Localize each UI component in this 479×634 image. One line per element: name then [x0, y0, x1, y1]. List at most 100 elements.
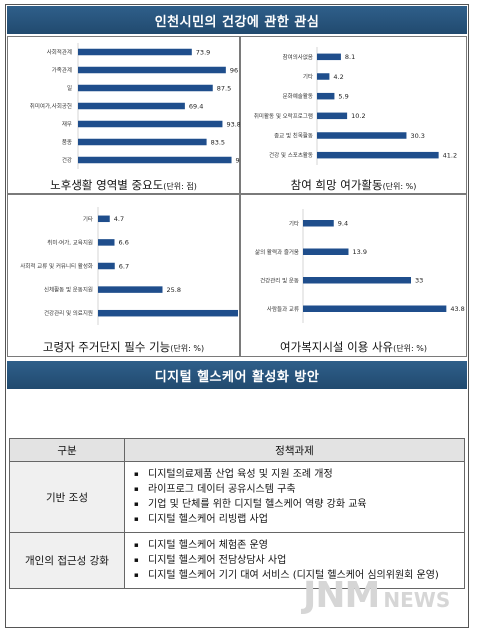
value-label: 41.2	[443, 151, 457, 159]
category-label: 기타	[83, 215, 93, 223]
chart-caption: 노후생활 영역별 중요도(단위: 점)	[8, 177, 239, 193]
bullet-icon: ▪	[134, 470, 139, 478]
chart-panel-retirement-importance: 사회적관계 73.9 가족관계 96 일 87.5 취미여가,사회공헌 69.4 재무 93.8 품…	[7, 36, 241, 194]
bar	[78, 102, 185, 110]
category-label: 문화예술활동	[283, 92, 313, 100]
category-label: 사회적 교류 및 커뮤니티 활성화	[20, 262, 93, 270]
bar	[98, 262, 115, 270]
policy-list: ▪ 디지털 헬스케어 체험존 운영 ▪ 디지털 헬스케어 전담상담사 사업 ▪ 디지털…	[126, 534, 463, 587]
list-item: ▪ 라이프로그 데이터 공유시스템 구축	[134, 482, 463, 497]
category-label: 취미여가,사회공헌	[30, 102, 72, 110]
chart-housing-functions: 기타 4.7 취미·여가, 교육지원 6.6 사회적 교류 및 커뮤니티 활성화 6.7 신…	[20, 207, 238, 325]
bar	[303, 277, 411, 284]
bullet-icon: ▪	[134, 541, 139, 549]
chart-panel-leisure-preference: 참여의사없음 8.1 기타 4.2 문화예술활동 5.9 취미활동 및 오락프로그램 10.2…	[240, 36, 467, 194]
value-label: 6.6	[119, 239, 129, 247]
chart-caption: 고령자 주거단지 필수 기능(단위: %)	[8, 339, 239, 355]
policy-list: ▪ 디지털의료제품 산업 육성 및 지원 조례 개정 ▪ 라이프로그 데이터 공유시…	[126, 463, 463, 531]
policy-table: 구분 정책과제 기반 조성 ▪ 디지털의료제품 산업 육성 및 지원 조례 개정 …	[9, 438, 465, 589]
category-label: 재무	[62, 120, 72, 128]
value-label: 10.2	[351, 112, 365, 120]
value-label: 83.5	[211, 138, 225, 146]
caption-unit: (단위: %)	[170, 344, 205, 353]
bar	[98, 215, 110, 223]
category-label: 품종	[62, 139, 72, 146]
item-text: 디지털 헬스케어 기기 대여 서비스 (디지털 헬스케어 심의위원회 운영)	[148, 570, 439, 581]
item-text: 라이프로그 데이터 공유시스템 구축	[148, 484, 296, 495]
category-label: 취미·여가, 교육지원	[47, 238, 93, 246]
value-label: 73.9	[196, 48, 210, 56]
list-item: ▪ 디지털 헬스케어 리빙랩 사업	[134, 512, 463, 527]
category-label: 기타	[289, 219, 299, 227]
row-category: 기반 조성	[9, 461, 125, 533]
chart-leisure-preference: 참여의사없음 8.1 기타 4.2 문화예술활동 5.9 취미활동 및 오락프로그램 10.2…	[254, 47, 457, 165]
bullet-icon: ▪	[134, 485, 139, 493]
chart-retirement-importance: 사회적관계 73.9 가족관계 96 일 87.5 취미여가,사회공헌 69.4 재무 93.8 품…	[30, 43, 241, 169]
value-label: 5.9	[338, 92, 348, 100]
category-label: 건강관리 및 운동	[260, 276, 299, 284]
table-row: 개인의 접근성 강화 ▪ 디지털 헬스케어 체험존 운영 ▪ 디지털 헬스케어 전담…	[9, 532, 465, 589]
bar	[317, 53, 341, 61]
header-category: 구분	[9, 438, 125, 462]
row-items: ▪ 디지털의료제품 산업 육성 및 지원 조례 개정 ▪ 라이프로그 데이터 공유시…	[124, 461, 465, 533]
chart-caption: 여가복지시설 이용 사유(단위: %)	[241, 339, 466, 355]
category-label: 신체활동 및 운동지원	[44, 286, 93, 294]
list-item: ▪ 기업 및 단체를 위한 디지털 헬스케어 역량 강화 교육	[134, 497, 463, 512]
value-label: 13.9	[352, 248, 366, 256]
table-row: 기반 조성 ▪ 디지털의료제품 산업 육성 및 지원 조례 개정 ▪ 라이프로그 데…	[9, 461, 465, 533]
category-label: 건강 및 스포츠활동	[269, 151, 313, 159]
chart-panel-housing-functions: 기타 4.7 취미·여가, 교육지원 6.6 사회적 교류 및 커뮤니티 활성화 6.7 신…	[7, 194, 240, 357]
item-text: 기업 및 단체를 위한 디지털 헬스케어 역량 강화 교육	[148, 499, 367, 510]
bullet-icon: ▪	[134, 556, 139, 564]
value-label: 9.4	[338, 220, 348, 228]
section-title-digital-health: 디지털 헬스케어 활성화 방안	[7, 361, 467, 389]
value-label: 99.7	[236, 156, 241, 164]
value-label: 87.5	[217, 84, 231, 92]
category-label: 삶의 활력과 즐거움	[255, 248, 299, 256]
bar	[78, 156, 232, 164]
table-header-row: 구분 정책과제	[9, 438, 465, 462]
logo-sub-text: NEWS	[383, 588, 451, 612]
bar	[98, 286, 163, 293]
category-label: 종교 및 친목활동	[274, 132, 313, 140]
category-label: 건강	[62, 157, 72, 164]
value-label: 4.7	[114, 215, 124, 223]
bullet-icon: ▪	[134, 515, 139, 523]
bar	[317, 151, 439, 159]
row-items: ▪ 디지털 헬스케어 체험존 운영 ▪ 디지털 헬스케어 전담상담사 사업 ▪ 디지털…	[124, 532, 465, 589]
value-label: 93.8	[226, 120, 240, 128]
bar	[303, 220, 334, 227]
value-label: 30.3	[410, 132, 424, 140]
category-label: 가족관계	[52, 66, 72, 74]
caption-unit: (단위: 점)	[163, 182, 197, 191]
chart-caption: 참여 희망 여가활동(단위: %)	[241, 177, 466, 193]
bar	[317, 92, 335, 100]
bar	[303, 305, 447, 312]
value-label: 33	[415, 277, 423, 285]
item-text: 디지털 헬스케어 리빙랩 사업	[148, 514, 268, 525]
category-label: 사람들과 교류	[267, 305, 299, 313]
list-item: ▪ 디지털 헬스케어 체험존 운영	[134, 538, 463, 553]
list-item: ▪ 디지털 헬스케어 기기 대여 서비스 (디지털 헬스케어 심의위원회 운영)	[134, 568, 463, 583]
list-item: ▪ 디지털 헬스케어 전담상담사 사업	[134, 553, 463, 568]
category-label: 기타	[303, 73, 313, 81]
header-policy: 정책과제	[124, 438, 465, 462]
chart-panel-welfare-facility-reasons: 기타 9.4 삶의 활력과 즐거움 13.9 건강관리 및 운동 33 사람들과 교류 43.…	[240, 194, 467, 357]
caption-text: 노후생활 영역별 중요도	[50, 178, 164, 192]
caption-text: 고령자 주거단지 필수 기능	[42, 340, 171, 354]
chart-welfare-facility-reasons: 기타 9.4 삶의 활력과 즐거움 13.9 건강관리 및 운동 33 사람들과 교류 43.…	[255, 209, 465, 323]
caption-text: 여가복지시설 이용 사유	[280, 340, 394, 354]
value-label: 96	[230, 66, 238, 74]
logo-main-text: JNM	[303, 575, 380, 616]
bar	[317, 73, 330, 80]
category-label: 건강관리 및 의료지원	[44, 309, 93, 317]
value-label: 69.4	[189, 102, 203, 110]
category-label: 일	[67, 84, 72, 92]
category-label: 취미활동 및 오락프로그램	[254, 112, 313, 120]
caption-text: 참여 희망 여가활동	[290, 178, 383, 192]
caption-unit: (단위: %)	[382, 182, 417, 191]
bar	[78, 48, 192, 56]
caption-unit: (단위: %)	[393, 344, 427, 353]
list-item: ▪ 디지털의료제품 산업 육성 및 지원 조례 개정	[134, 467, 463, 482]
